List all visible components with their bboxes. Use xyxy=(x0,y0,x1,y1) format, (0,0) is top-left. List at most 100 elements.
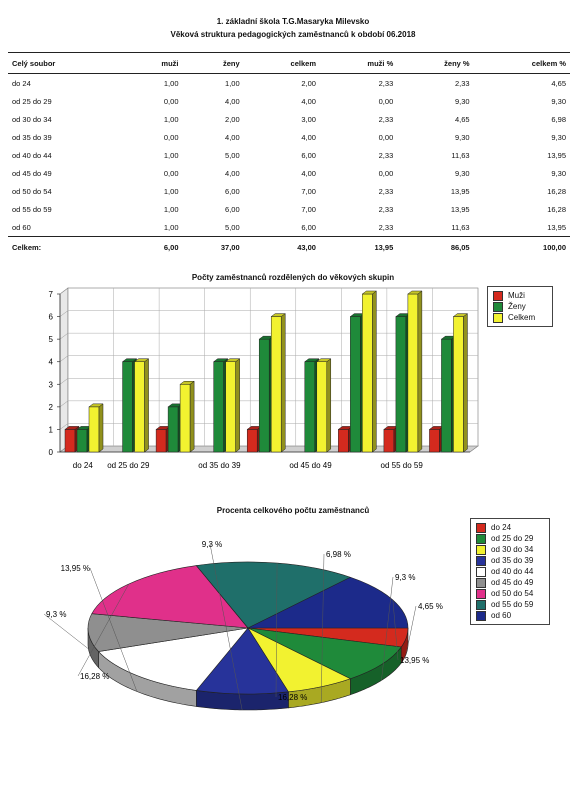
table-cell: 9,30 xyxy=(454,132,470,142)
table-row: od 60 1,00 5,00 6,00 2,33 11,63 13,95 xyxy=(8,218,570,237)
table-cell: 4,00 xyxy=(225,168,240,178)
table-cell: 1,00 xyxy=(163,186,179,196)
table-cell: 16,28 xyxy=(547,204,566,214)
table-row: od 45 do 49 0,00 4,00 4,00 0,00 9,30 9,30 xyxy=(8,164,570,182)
table-row: od 50 do 54 1,00 6,00 7,00 2,33 13,95 16,28 xyxy=(8,182,570,200)
table-cell: 2,00 xyxy=(301,78,316,88)
row-label: od 45 do 49 xyxy=(12,168,52,178)
legend-item: Celkem xyxy=(493,312,547,323)
y-tick-label: 4 xyxy=(49,358,54,367)
pie-percent-label: 16,28 % xyxy=(278,693,307,702)
table-cell: 6,00 xyxy=(225,204,240,214)
total-cell: 100,00 xyxy=(473,236,570,257)
legend-label: Ženy xyxy=(508,302,526,311)
table-cell: 9,30 xyxy=(551,96,566,106)
table-row: od 35 do 39 0,00 4,00 4,00 0,00 9,30 9,30 xyxy=(8,128,570,146)
total-cell: 86,05 xyxy=(397,236,474,257)
legend-swatch xyxy=(476,533,486,544)
bar xyxy=(224,358,241,453)
table-cell: 2,33 xyxy=(454,78,470,88)
legend-label: od 25 do 29 xyxy=(491,534,534,543)
total-cell: 43,00 xyxy=(243,236,320,257)
table-cell: 0,00 xyxy=(163,132,179,142)
table-cell: 4,00 xyxy=(225,132,240,142)
legend-label: od 50 do 54 xyxy=(491,589,534,598)
column-header: muži xyxy=(125,52,183,74)
pie-label-leader xyxy=(43,613,89,650)
y-tick-label: 0 xyxy=(49,448,54,457)
legend-swatch xyxy=(476,577,486,588)
y-tick-label: 7 xyxy=(49,290,54,299)
row-label: od 35 do 39 xyxy=(12,132,52,142)
table-cell: 0,00 xyxy=(163,168,179,178)
table-cell: 0,00 xyxy=(378,96,394,106)
bar-top xyxy=(212,358,229,362)
total-cell: 37,00 xyxy=(182,236,244,257)
y-gridline-side xyxy=(59,332,69,340)
table-cell: 9,30 xyxy=(454,96,470,106)
row-label: od 50 do 54 xyxy=(12,186,52,196)
total-label: Celkem: xyxy=(8,236,126,257)
document-subtitle: Věková struktura pedagogických zaměstnan… xyxy=(170,30,416,39)
table-total-row: Celkem: 6,00 37,00 43,00 13,95 86,05 100,00 xyxy=(8,236,570,257)
table-cell: 7,00 xyxy=(301,186,316,196)
table-cell: 5,00 xyxy=(225,150,240,160)
pie-percent-label: 9,3 % xyxy=(46,610,66,619)
table-row: do 24 1,00 1,00 2,00 2,33 2,33 4,65 xyxy=(8,74,570,93)
y-gridline-side xyxy=(59,423,69,430)
bar-chart-title: Počty zaměstnanců rozdělených do věkovýc… xyxy=(191,273,395,282)
pie-chart-legend: do 24 od 25 do 29 od 30 do 34 od 35 do 39 od… xyxy=(470,518,550,625)
age-structure-table: Celý soubor muži ženy celkem muži % ženy % cel… xyxy=(8,52,570,257)
legend-label: od 55 do 59 xyxy=(491,600,534,609)
legend-swatch xyxy=(476,555,486,566)
bar-top xyxy=(224,358,241,362)
bar-top xyxy=(304,358,320,362)
table-cell: 0,00 xyxy=(163,96,179,106)
table-cell: 4,00 xyxy=(301,96,316,106)
table-cell: 9,30 xyxy=(551,132,566,142)
bar xyxy=(407,290,423,453)
pie-chart-title: Procenta celkového počtu zaměstnanců xyxy=(216,506,370,515)
legend-item: od 30 do 34 xyxy=(476,544,544,555)
y-tick-label: 2 xyxy=(49,403,54,412)
y-tick-label: 3 xyxy=(49,380,54,389)
table-cell: 9,30 xyxy=(551,168,566,178)
document-title: 1. základní škola T.G.Masaryka Milevsko xyxy=(216,17,370,26)
legend-swatch xyxy=(476,544,486,555)
table-cell: 13,95 xyxy=(450,204,470,214)
y-gridline-side xyxy=(59,378,69,385)
pie-label-leader xyxy=(89,567,138,692)
bar-top xyxy=(316,358,332,362)
legend-item: od 40 do 44 xyxy=(476,566,544,577)
pie-label-leader xyxy=(381,576,394,681)
y-tick-label: 5 xyxy=(49,335,54,344)
column-header: celkem xyxy=(243,52,320,74)
pie-percent-label: 6,98 % xyxy=(326,550,351,559)
total-cell: 13,95 xyxy=(319,236,398,257)
bar xyxy=(133,358,150,453)
bar-top xyxy=(64,426,80,430)
table-cell: 16,28 xyxy=(547,186,566,196)
bar-top xyxy=(121,358,138,362)
pie-percent-label: 9,3 % xyxy=(202,540,222,549)
x-tick-label: od 45 do 49 xyxy=(289,461,332,470)
row-label: od 60 xyxy=(12,222,31,232)
legend-swatch xyxy=(493,312,503,323)
bar-top xyxy=(407,290,423,295)
bar-top xyxy=(133,358,150,362)
y-gridline-side xyxy=(59,310,69,317)
table-row: od 55 do 59 1,00 6,00 7,00 2,33 13,95 16,28 xyxy=(8,200,570,218)
column-header: muži % xyxy=(319,52,398,74)
legend-label: od 60 xyxy=(491,611,512,620)
table-row: od 30 do 34 1,00 2,00 3,00 2,33 4,65 6,98 xyxy=(8,110,570,128)
bar-top xyxy=(179,381,195,385)
column-header: ženy xyxy=(182,52,244,74)
table-cell: 6,98 xyxy=(551,114,566,124)
bar xyxy=(316,358,332,453)
column-header: Celý soubor xyxy=(8,52,126,74)
table-cell: 4,65 xyxy=(551,78,566,88)
bar xyxy=(361,290,378,453)
legend-item: od 25 do 29 xyxy=(476,533,544,544)
row-label: do 24 xyxy=(12,78,31,88)
bar-top xyxy=(270,313,286,317)
